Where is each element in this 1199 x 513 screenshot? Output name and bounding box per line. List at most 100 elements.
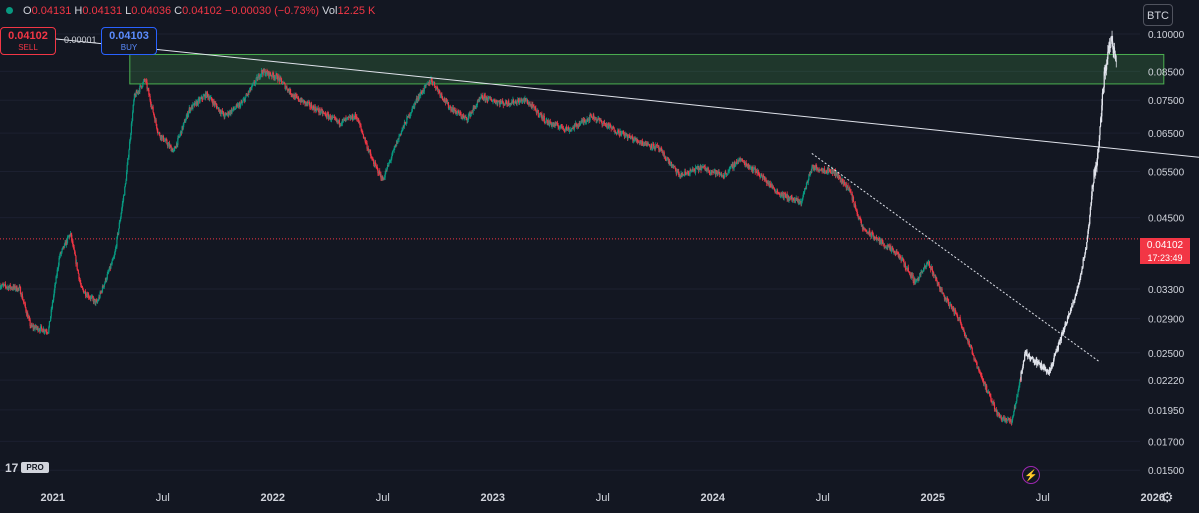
candle xyxy=(697,165,700,171)
gear-icon[interactable]: ⚙ xyxy=(1161,489,1174,505)
candle xyxy=(529,104,531,105)
candle xyxy=(1001,419,1003,421)
candle xyxy=(939,287,941,290)
candle xyxy=(29,319,31,326)
sell-button[interactable]: 0.04102 SELL xyxy=(0,27,56,55)
candle xyxy=(902,258,905,263)
candle xyxy=(960,321,962,324)
candle xyxy=(913,281,915,283)
symbol-button[interactable]: BTC xyxy=(1143,4,1173,26)
candle xyxy=(119,221,121,223)
candle xyxy=(546,119,548,121)
candle xyxy=(255,77,257,81)
lightning-icon[interactable]: ⚡ xyxy=(1022,466,1040,484)
candle xyxy=(813,166,815,171)
candle xyxy=(306,102,308,104)
candle xyxy=(901,257,903,261)
x-tick-label: Jul xyxy=(376,492,390,504)
candle xyxy=(503,104,506,106)
candle xyxy=(611,126,613,129)
candle xyxy=(125,172,128,181)
candle xyxy=(974,359,976,361)
candle xyxy=(21,294,23,300)
candle xyxy=(589,114,591,121)
candle xyxy=(24,302,26,304)
candle xyxy=(362,134,365,138)
candle xyxy=(963,331,965,335)
candle xyxy=(327,113,329,115)
candle xyxy=(1063,329,1065,333)
candle xyxy=(948,301,950,306)
candle xyxy=(1095,166,1097,168)
candle xyxy=(1113,47,1115,54)
candle xyxy=(73,247,75,250)
candle xyxy=(456,112,459,114)
candle xyxy=(624,135,626,137)
candle xyxy=(745,162,747,165)
candle xyxy=(241,102,243,103)
candle xyxy=(397,138,400,140)
candle xyxy=(716,170,718,174)
candle xyxy=(45,330,48,332)
candle xyxy=(314,106,316,110)
candle xyxy=(83,290,85,294)
candle xyxy=(7,286,9,288)
candle xyxy=(826,167,829,173)
candle xyxy=(1114,50,1116,59)
candle xyxy=(725,172,727,174)
candle xyxy=(1087,231,1089,237)
candle xyxy=(327,114,330,119)
candle xyxy=(412,106,414,108)
candle xyxy=(945,297,947,299)
candle xyxy=(540,113,542,115)
candle xyxy=(175,147,177,149)
candle xyxy=(492,100,494,102)
supply-zone[interactable] xyxy=(129,53,1165,85)
candle xyxy=(628,134,630,137)
candle xyxy=(226,114,228,116)
candle xyxy=(811,166,813,172)
candle xyxy=(230,109,233,113)
candle xyxy=(777,192,779,194)
candle xyxy=(857,215,859,219)
candle xyxy=(74,249,76,255)
candle xyxy=(517,99,519,102)
candle xyxy=(997,412,999,416)
candle xyxy=(458,110,460,114)
candle xyxy=(576,123,578,127)
candle xyxy=(819,169,821,171)
candle xyxy=(903,262,905,267)
candle xyxy=(917,277,920,280)
candle xyxy=(229,111,231,114)
candle xyxy=(495,101,497,104)
candle xyxy=(406,116,409,118)
candle xyxy=(109,266,111,269)
candle xyxy=(304,101,306,105)
candle xyxy=(873,236,876,239)
candle xyxy=(540,113,542,115)
low-value: 0.04036 xyxy=(131,5,172,17)
candle xyxy=(991,400,993,404)
candle xyxy=(292,93,294,97)
tradingview-logo[interactable]: 17 PRO xyxy=(5,461,49,475)
candle xyxy=(57,265,60,269)
candle xyxy=(204,92,207,99)
candle xyxy=(1033,359,1035,361)
candle xyxy=(411,107,413,112)
candle xyxy=(818,169,820,172)
buy-button[interactable]: 0.04103 BUY xyxy=(101,27,157,55)
candle xyxy=(1075,295,1077,296)
candle xyxy=(1005,420,1008,422)
volume-value: 12.25 K xyxy=(337,5,376,17)
candle xyxy=(113,256,115,259)
candle xyxy=(678,171,680,175)
candle xyxy=(386,167,388,172)
candle xyxy=(631,135,633,138)
candle xyxy=(1069,313,1071,315)
candle xyxy=(606,125,609,128)
candle xyxy=(724,172,726,175)
candle xyxy=(938,283,940,287)
candle xyxy=(885,246,887,248)
candle xyxy=(100,292,102,293)
